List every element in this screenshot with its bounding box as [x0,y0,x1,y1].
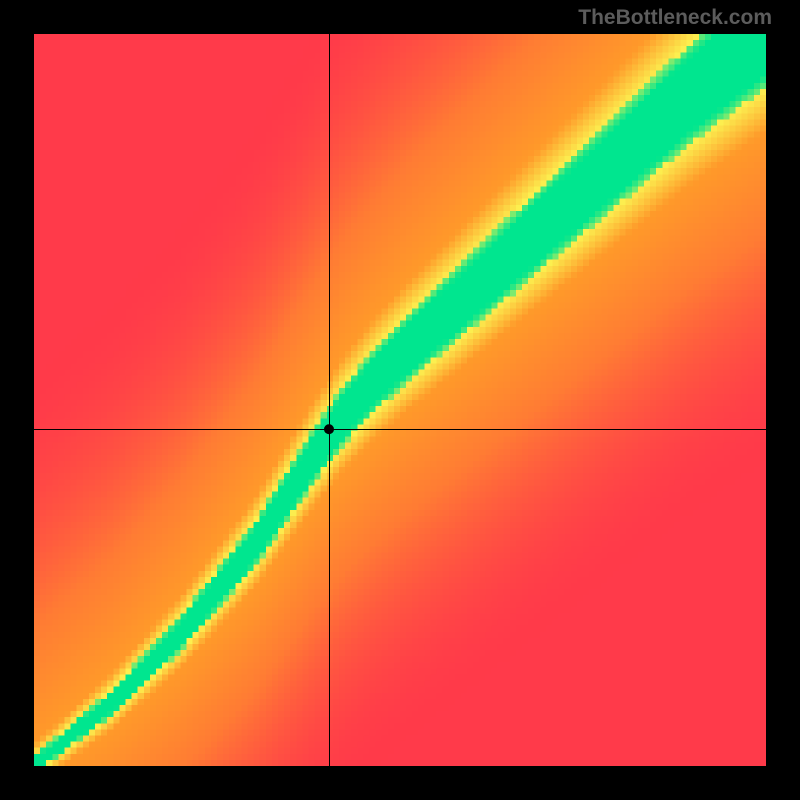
watermark-text: TheBottleneck.com [578,6,772,30]
heatmap-plot [34,34,766,766]
chart-container: TheBottleneck.com [0,0,800,800]
heatmap-overlay [34,34,766,766]
